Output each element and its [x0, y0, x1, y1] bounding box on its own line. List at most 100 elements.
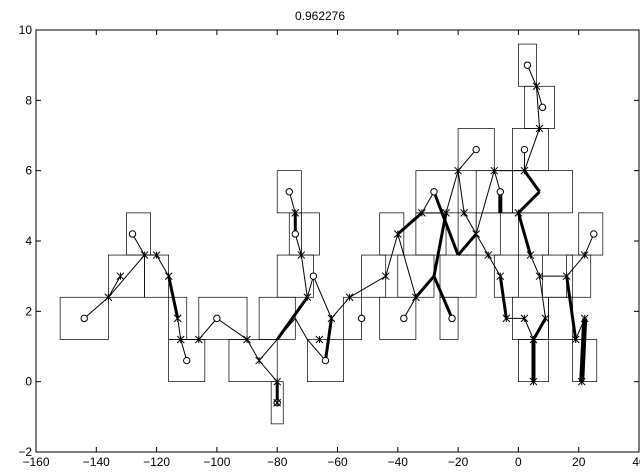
internal-node-marker: [562, 272, 571, 281]
internal-node-marker: [327, 314, 336, 323]
tree-edge: [535, 86, 541, 129]
tree-edge: [306, 339, 326, 361]
y-tick-label: −2: [18, 445, 32, 459]
internal-node-marker: [315, 335, 324, 344]
tree-edge: [275, 296, 309, 341]
tree-edge: [516, 212, 532, 256]
bounding-box: [439, 254, 477, 298]
tree-edge: [523, 128, 540, 171]
internal-node-marker: [412, 293, 420, 302]
x-tick-label: −60: [327, 455, 348, 469]
bounding-box: [379, 296, 417, 340]
tree-edge: [487, 254, 501, 277]
internal-node-marker: [535, 124, 544, 133]
tree-edge: [397, 233, 417, 298]
tree-edge: [565, 275, 578, 340]
internal-node-marker: [418, 209, 426, 217]
internal-node-marker: [535, 272, 544, 281]
internal-node-marker: [291, 209, 300, 217]
internal-node-marker: [571, 335, 580, 344]
y-tick-label: 10: [19, 23, 33, 37]
y-tick-label: 4: [25, 234, 32, 248]
tree-edge: [432, 212, 448, 277]
x-tick-label: −80: [267, 455, 288, 469]
internal-node-marker: [173, 314, 182, 323]
bounding-box: [493, 254, 519, 298]
internal-node-marker: [460, 209, 468, 217]
leaf-marker: [590, 230, 598, 238]
tree-edge: [457, 170, 465, 213]
y-tick-label: 2: [25, 304, 32, 318]
x-tick-label: −120: [143, 455, 170, 469]
internal-node-marker: [273, 377, 282, 386]
x-tick-label: −160: [22, 455, 49, 469]
leaf-marker: [448, 314, 456, 323]
tree-edge: [300, 254, 308, 298]
internal-node-marker: [496, 272, 505, 281]
bounding-box: [228, 339, 278, 383]
tree-edge: [396, 211, 423, 236]
tree-edge: [107, 254, 145, 298]
x-tick-label: 40: [632, 455, 640, 469]
tree-edge: [539, 276, 547, 319]
internal-node-marker: [104, 293, 113, 302]
y-tick-label: 6: [25, 164, 32, 178]
leaf-marker: [285, 188, 293, 196]
tree-edge: [107, 275, 121, 298]
leaf-marker: [128, 230, 137, 238]
internal-node-marker: [194, 335, 203, 344]
leaf-marker: [321, 356, 330, 365]
tree-edge: [432, 191, 460, 256]
tree-edge: [517, 190, 541, 214]
tree-edge: [323, 318, 333, 361]
internal-node-marker: [472, 230, 481, 238]
nodes-layer: [80, 61, 598, 407]
internal-node-marker: [243, 335, 251, 344]
tree-edge: [177, 318, 182, 340]
leaf-marker: [538, 103, 547, 112]
tree-edge: [475, 233, 489, 256]
bounding-box: [258, 296, 296, 340]
internal-node-marker: [297, 251, 306, 259]
tree-edge: [532, 317, 547, 341]
tree-edge: [579, 318, 588, 382]
x-tick-label: −140: [83, 455, 110, 469]
x-tick-label: −40: [388, 455, 409, 469]
bounding-box: [512, 128, 549, 172]
chart-title: 0.962276: [295, 9, 345, 23]
internal-node-marker: [580, 251, 589, 259]
x-axis: −160−140−120−100−80−60−40−2002040: [22, 30, 640, 469]
leaf-marker: [472, 145, 480, 154]
tree-edge: [584, 233, 595, 256]
leaf-marker: [496, 188, 505, 196]
internal-node-marker: [442, 209, 450, 217]
internal-node-marker: [273, 398, 282, 407]
internal-node-marker: [529, 335, 538, 344]
internal-node-marker: [116, 272, 125, 281]
tree-edge: [349, 275, 386, 298]
internal-node-marker: [520, 314, 529, 323]
tree-edge: [216, 317, 248, 340]
leaf-marker: [357, 314, 366, 323]
leaf-marker: [291, 230, 299, 238]
x-tick-label: 20: [572, 455, 586, 469]
internal-node-marker: [577, 377, 586, 386]
internal-node-marker: [255, 356, 263, 365]
tree-edge: [526, 64, 537, 87]
tree-edge: [294, 318, 308, 340]
internal-node-marker: [484, 251, 493, 259]
leaf-marker: [430, 188, 438, 196]
tree-edge: [445, 170, 459, 214]
internal-node-marker: [164, 272, 173, 281]
internal-node-marker: [532, 82, 541, 91]
internal-node-marker: [514, 209, 523, 217]
leaf-marker: [183, 356, 191, 365]
internal-node-marker: [454, 166, 462, 175]
leaf-marker: [400, 314, 408, 323]
internal-node-marker: [490, 166, 499, 175]
boxes-layer: [59, 43, 604, 425]
tree-edge: [246, 339, 260, 361]
internal-node-marker: [502, 314, 511, 323]
leaf-marker: [523, 61, 532, 69]
tree-edge: [132, 233, 145, 256]
